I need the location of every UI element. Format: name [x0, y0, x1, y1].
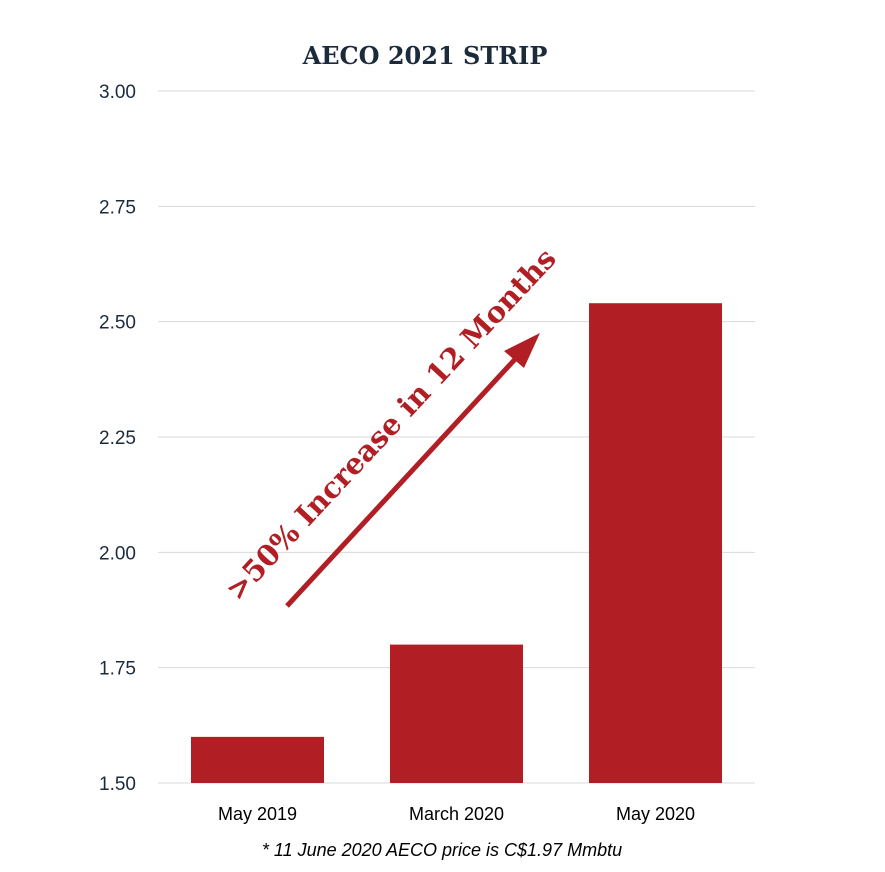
bars — [191, 303, 722, 783]
x-tick-label: March 2020 — [409, 804, 504, 824]
y-tick-label: 3.00 — [99, 82, 136, 103]
x-tick-label: May 2019 — [218, 804, 297, 824]
x-tick-label: May 2020 — [616, 804, 695, 824]
y-tick-label: 1.50 — [99, 774, 136, 795]
footnote: * 11 June 2020 AECO price is C$1.97 Mmbt… — [262, 840, 622, 860]
x-axis: May 2019 March 2020 May 2020 — [218, 804, 695, 824]
bar — [191, 736, 324, 783]
y-tick-label: 2.50 — [99, 313, 136, 334]
y-tick-label: 2.75 — [99, 197, 136, 218]
increase-arrow — [285, 354, 520, 608]
y-tick-label: 2.00 — [99, 543, 136, 564]
arrow-head-icon — [504, 333, 540, 368]
grid — [158, 90, 755, 784]
bar — [589, 303, 722, 783]
y-tick-label: 2.25 — [99, 428, 136, 449]
y-axis: 1.50 1.75 2.00 2.25 2.50 2.75 3.00 — [99, 82, 136, 795]
chart-title: AECO 2021 STRIP — [302, 41, 548, 70]
y-tick-label: 1.75 — [99, 659, 136, 680]
bar — [390, 644, 523, 783]
